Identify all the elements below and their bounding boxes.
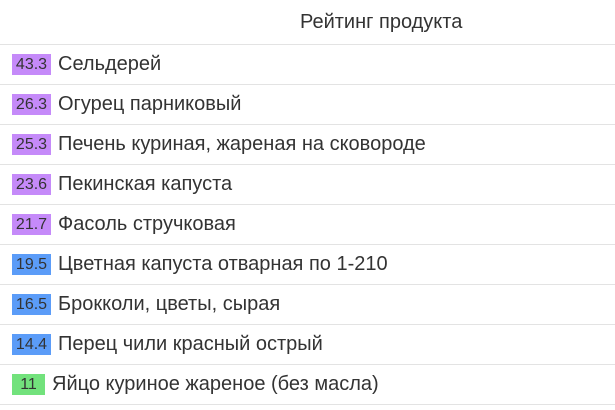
- list-item[interactable]: 43.3 Сельдерей: [0, 45, 615, 85]
- product-list: 43.3 Сельдерей 26.3 Огурец парниковый 25.3 Пе…: [0, 45, 615, 405]
- product-name[interactable]: Цветная капуста отварная по 1-210: [58, 253, 388, 275]
- list-item[interactable]: 14.4 Перец чили красный острый: [0, 325, 615, 365]
- list-item[interactable]: 23.6 Пекинская капуста: [0, 165, 615, 205]
- score-badge: 25.3: [12, 134, 51, 155]
- score-badge: 19.5: [12, 254, 51, 275]
- product-name[interactable]: Брокколи, цветы, сырая: [58, 293, 281, 315]
- column-header: Рейтинг продукта: [0, 0, 615, 45]
- score-badge: 26.3: [12, 94, 51, 115]
- score-badge: 21.7: [12, 214, 51, 235]
- product-name[interactable]: Печень куриная, жареная на сковороде: [58, 133, 426, 155]
- product-name[interactable]: Перец чили красный острый: [58, 333, 323, 355]
- score-badge: 16.5: [12, 294, 51, 315]
- column-title: Рейтинг продукта: [300, 11, 463, 33]
- product-name[interactable]: Яйцо куриное жареное (без масла): [52, 373, 379, 395]
- score-badge: 11: [12, 374, 45, 395]
- score-badge: 43.3: [12, 54, 51, 75]
- product-name[interactable]: Огурец парниковый: [58, 93, 242, 115]
- score-badge: 23.6: [12, 174, 51, 195]
- list-item[interactable]: 25.3 Печень куриная, жареная на сковороде: [0, 125, 615, 165]
- product-name[interactable]: Пекинская капуста: [58, 173, 233, 195]
- list-item[interactable]: 16.5 Брокколи, цветы, сырая: [0, 285, 615, 325]
- product-name[interactable]: Фасоль стручковая: [58, 213, 236, 235]
- list-item[interactable]: 11 Яйцо куриное жареное (без масла): [0, 365, 615, 405]
- score-badge: 14.4: [12, 334, 51, 355]
- list-item[interactable]: 21.7 Фасоль стручковая: [0, 205, 615, 245]
- list-item[interactable]: 26.3 Огурец парниковый: [0, 85, 615, 125]
- product-name[interactable]: Сельдерей: [58, 53, 162, 75]
- list-item[interactable]: 19.5 Цветная капуста отварная по 1-210: [0, 245, 615, 285]
